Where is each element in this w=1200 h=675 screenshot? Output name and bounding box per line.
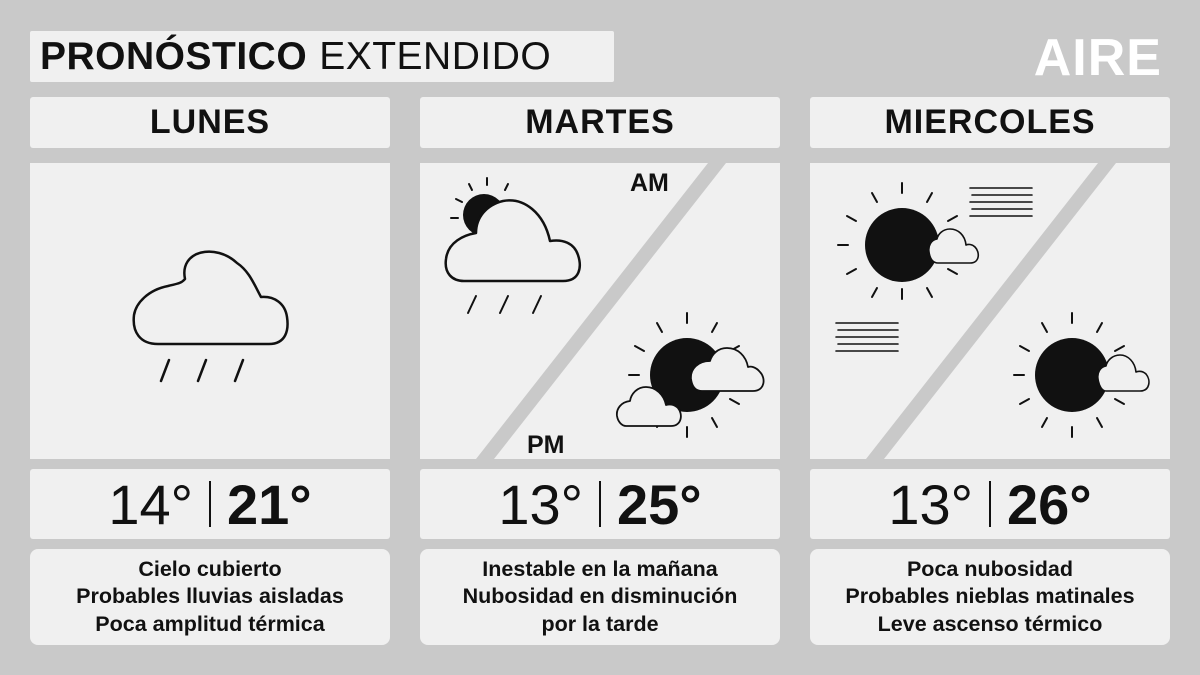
temperature-box: 13° 25° — [420, 469, 780, 539]
temp-max: 26° — [1007, 472, 1092, 536]
description-line: Leve ascenso térmico — [877, 611, 1103, 636]
icon-panel: AM PM — [420, 163, 780, 459]
temp-separator — [989, 481, 991, 527]
am-pm-split — [835, 163, 1150, 459]
pm-label: PM — [527, 431, 565, 459]
description-line: Inestable en la mañana — [482, 556, 718, 581]
day-column-lunes: LUNES 14° 21° Cielo cubierto Probables l… — [30, 97, 390, 645]
temperature-box: 13° 26° — [810, 469, 1170, 539]
icon-panel — [810, 163, 1170, 459]
page-title: PRONÓSTICO EXTENDIDO — [30, 31, 614, 82]
sun-cloud-rain-icon — [444, 177, 581, 314]
temp-max: 21° — [227, 472, 312, 536]
description-line: Probables lluvias aisladas — [76, 584, 344, 609]
description-box: Cielo cubierto Probables lluvias aislada… — [30, 549, 390, 645]
temperature-box: 14° 21° — [30, 469, 390, 539]
day-header: MARTES — [420, 97, 780, 148]
day-header: LUNES — [30, 97, 390, 148]
description-box: Poca nubosidad Probables nieblas matinal… — [810, 549, 1170, 645]
description-line: Poca nubosidad — [906, 556, 1074, 581]
temp-min: 13° — [498, 472, 583, 536]
temp-separator — [599, 481, 601, 527]
description-box: Inestable en la mañana Nubosidad en dism… — [420, 549, 780, 645]
diagonal-divider — [866, 163, 1116, 459]
sun-fog-icon — [835, 182, 1033, 352]
cloud-rain-icon — [132, 250, 289, 383]
temp-separator — [209, 481, 211, 527]
brand-logo: AIRE — [1033, 29, 1162, 87]
am-label: AM — [630, 169, 669, 197]
icon-panel — [30, 163, 390, 459]
temp-max: 25° — [617, 472, 702, 536]
description-line: Probables nieblas matinales — [845, 584, 1135, 609]
description-line: Poca amplitud térmica — [95, 611, 325, 636]
temp-min: 14° — [108, 472, 193, 536]
diagonal-divider — [476, 163, 726, 459]
day-column-miercoles: MIERCOLES — [810, 97, 1170, 645]
day-column-martes: MARTES — [420, 97, 780, 645]
day-header: MIERCOLES — [810, 97, 1170, 148]
sun-cloud-icon — [1013, 312, 1150, 438]
description-line: Cielo cubierto — [138, 556, 282, 581]
title-light: EXTENDIDO — [319, 34, 552, 78]
sun-clouds-icon — [616, 312, 765, 438]
description-line: Nubosidad en disminución — [462, 584, 738, 609]
temp-min: 13° — [888, 472, 973, 536]
description-line: por la tarde — [541, 611, 659, 636]
am-pm-split — [444, 163, 765, 459]
title-bold: PRONÓSTICO — [40, 34, 308, 78]
